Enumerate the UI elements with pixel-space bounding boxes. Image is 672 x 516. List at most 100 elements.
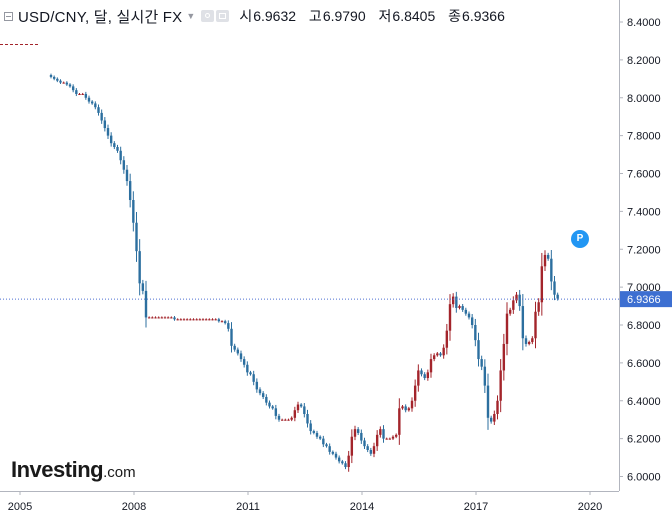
candle-body [271,406,274,409]
candle-body [293,410,297,418]
candle-body [527,342,531,344]
collapse-icon[interactable] [4,11,13,21]
candle-body [132,200,135,223]
candle-body [489,417,493,422]
candle-body [546,254,550,259]
candle-body [344,463,347,468]
candle-body [429,359,433,373]
candle-body [242,359,246,365]
candle-body [268,402,271,407]
candle-body [284,419,287,421]
y-tick-label: 7.8000 [627,131,661,143]
candle [379,426,382,438]
candle [521,294,525,351]
candle [553,276,556,301]
candle [347,450,350,472]
candle-body [49,75,53,77]
open-label: 시 [239,8,253,24]
candle [204,318,208,321]
candle-body [84,93,88,98]
x-tick-label: 2020 [578,501,602,513]
candle [230,322,233,353]
candle-body [261,393,265,397]
candle [341,459,344,465]
candle [496,395,499,420]
candle-body [360,432,363,441]
candle [97,104,100,116]
settings-icon[interactable] [216,10,230,22]
candle [337,455,341,464]
candle-body [116,146,119,151]
candle-body [451,296,455,305]
candle-body [458,306,461,308]
candle [141,279,145,295]
candle [407,406,411,412]
candle-body [166,317,170,319]
candle-body [325,444,328,447]
candle-body [337,457,341,462]
candle-body [100,112,103,121]
candle [455,291,458,313]
candle-body [128,181,132,201]
candle-body [182,319,186,321]
candle [52,75,56,81]
chevron-down-icon[interactable]: ▼ [186,11,196,21]
candle [65,81,69,86]
symbol-title[interactable]: USD/CNY, 달, 실시간 FX [18,8,183,26]
candle [217,317,221,323]
low-value: 6.8405 [392,8,436,24]
candle [103,117,107,132]
candle-body [103,120,107,129]
candle [113,141,116,150]
candle-body [524,338,528,344]
candle [458,304,461,310]
candle-body [464,309,468,314]
candle [436,351,439,357]
candle-body [75,90,78,94]
y-tick-label: 7.2000 [627,244,661,256]
candle-body [52,76,56,79]
candle-body [442,347,445,356]
candle [84,91,88,100]
candle [540,252,544,316]
current-price-tag-bg [620,291,672,308]
candle [182,318,186,321]
candle-body [499,370,502,401]
candle-body [287,419,290,421]
candle [81,92,84,95]
visibility-icon[interactable] [201,10,215,22]
candle [62,81,65,84]
event-marker-badge[interactable]: P [571,230,589,248]
candle [312,429,316,435]
candle-body [94,103,97,108]
candle-body [318,436,322,439]
candle-body [477,340,480,360]
current-price-tag-label: 6.9366 [627,294,661,306]
candle-body [493,414,496,422]
candle [71,84,75,93]
indicator-line-stub [0,44,38,45]
candle [518,289,521,311]
candle-body [461,306,464,310]
candle-body [420,370,423,375]
candle [299,403,303,408]
candle-body [455,296,458,308]
y-tick-label: 6.6000 [627,358,661,370]
candle [144,280,148,328]
candle [220,320,224,323]
candle-body [223,321,227,324]
candle [125,164,129,186]
candle-body [255,381,259,390]
candle-body [350,436,354,456]
candle-body [439,353,442,356]
candle-body [553,281,556,295]
candle [59,79,62,85]
y-tick-label: 6.2000 [627,434,661,446]
candle [325,442,328,448]
candle-body [432,355,436,360]
candle-body [189,319,192,321]
candle [87,95,91,104]
candle [493,410,496,425]
candle [271,405,274,410]
